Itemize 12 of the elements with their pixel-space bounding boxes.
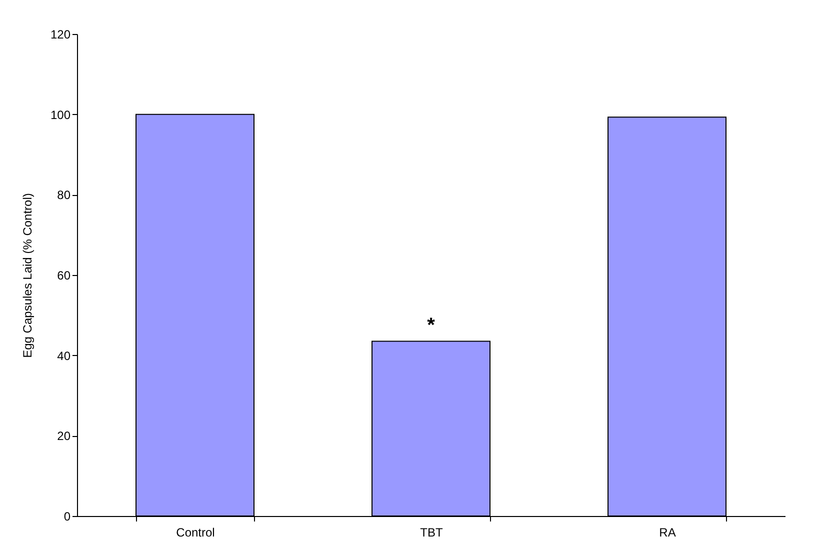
y-tick-label: 80: [57, 188, 71, 202]
y-tick-label: 100: [50, 108, 71, 122]
y-axis-title: Egg Capsules Laid (% Control): [20, 193, 34, 358]
x-tick-label: TBT: [420, 526, 444, 540]
y-tick-label: 60: [57, 268, 71, 282]
y-tick-label: 20: [57, 429, 71, 444]
annotation: *: [427, 314, 436, 336]
x-tick-label: Control: [176, 526, 215, 540]
x-tick-label: RA: [659, 526, 676, 540]
y-tick-label: 40: [57, 348, 71, 363]
y-tick-label: 0: [64, 510, 71, 524]
y-tick-label: 120: [50, 28, 71, 42]
